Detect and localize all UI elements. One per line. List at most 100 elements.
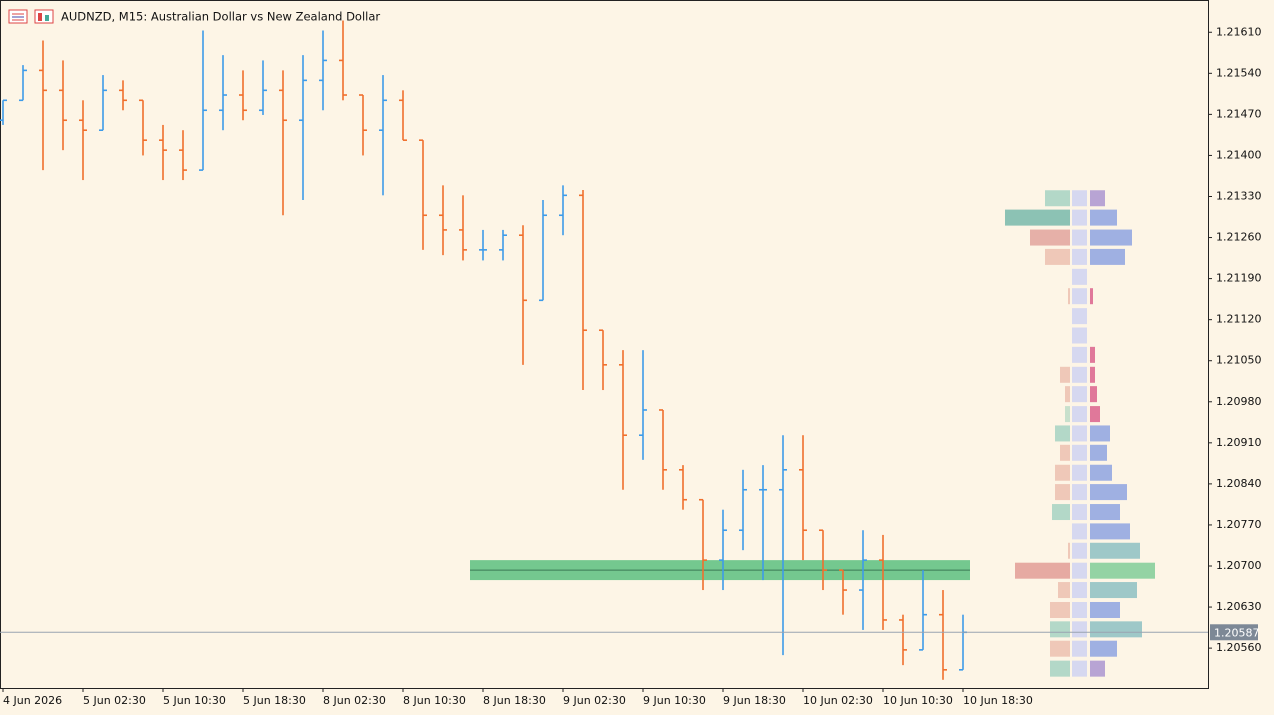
profile-sell <box>1055 464 1070 481</box>
profile-buy <box>1090 444 1107 461</box>
profile-level <box>1072 464 1087 481</box>
profile-level <box>1072 484 1087 501</box>
profile-sell <box>1065 406 1070 423</box>
profile-buy <box>1090 601 1120 618</box>
profile-buy <box>1090 406 1100 423</box>
y-tick-label: 1.21120 <box>1216 313 1262 326</box>
profile-buy <box>1090 425 1110 442</box>
y-tick-label: 1.20630 <box>1216 600 1262 613</box>
profile-buy <box>1090 346 1095 363</box>
y-tick-label: 1.20700 <box>1216 559 1262 572</box>
last-price-label: 1.20587 <box>1214 626 1260 639</box>
profile-level <box>1072 660 1087 677</box>
profile-sell <box>1068 288 1070 305</box>
profile-buy <box>1090 190 1105 207</box>
x-tick-label: 10 Jun 10:30 <box>883 694 953 707</box>
y-tick-label: 1.21050 <box>1216 354 1262 367</box>
profile-buy <box>1090 621 1142 638</box>
x-tick-label: 5 Jun 02:30 <box>83 694 146 707</box>
x-tick-label: 4 Jun 2026 <box>3 694 62 707</box>
profile-level <box>1072 366 1087 383</box>
profile-buy <box>1090 660 1105 677</box>
x-tick-label: 5 Jun 10:30 <box>163 694 226 707</box>
x-tick-label: 8 Jun 18:30 <box>483 694 546 707</box>
profile-buy <box>1090 229 1132 246</box>
profile-sell <box>1050 601 1070 618</box>
plot-frame <box>0 0 1209 689</box>
profile-buy <box>1090 542 1140 559</box>
profile-buy <box>1090 464 1112 481</box>
profile-level <box>1072 248 1087 265</box>
y-tick-label: 1.20840 <box>1216 477 1262 490</box>
profile-buy <box>1090 582 1137 599</box>
profile-sell <box>1058 582 1070 599</box>
profile-sell <box>1005 209 1070 226</box>
profile-sell <box>1055 425 1070 442</box>
y-tick-label: 1.21540 <box>1216 66 1262 79</box>
y-tick-label: 1.21610 <box>1216 25 1262 38</box>
y-tick-label: 1.21190 <box>1216 272 1262 285</box>
profile-sell <box>1050 660 1070 677</box>
profile-level <box>1072 425 1087 442</box>
x-tick-label: 9 Jun 02:30 <box>563 694 626 707</box>
profile-sell <box>1045 190 1070 207</box>
x-tick-label: 9 Jun 18:30 <box>723 694 786 707</box>
profile-level <box>1072 444 1087 461</box>
y-tick-label: 1.21330 <box>1216 189 1262 202</box>
profile-level <box>1072 582 1087 599</box>
profile-buy <box>1090 484 1127 501</box>
profile-level <box>1072 209 1087 226</box>
profile-buy <box>1090 562 1155 579</box>
y-tick-label: 1.21260 <box>1216 231 1262 244</box>
y-tick-label: 1.21400 <box>1216 148 1262 161</box>
profile-sell <box>1030 229 1070 246</box>
profile-buy <box>1090 288 1093 305</box>
profile-sell <box>1065 386 1070 403</box>
x-tick-label: 9 Jun 10:30 <box>643 694 706 707</box>
profile-level <box>1072 562 1087 579</box>
window-icons <box>8 9 54 24</box>
profile-sell <box>1045 248 1070 265</box>
profile-level <box>1072 229 1087 246</box>
profile-level <box>1072 386 1087 403</box>
x-tick-label: 10 Jun 18:30 <box>963 694 1033 707</box>
chart-title: AUDNZD, M15: Australian Dollar vs New Ze… <box>61 10 380 24</box>
y-tick-label: 1.20770 <box>1216 518 1262 531</box>
profile-level <box>1072 346 1087 363</box>
profile-sell <box>1060 444 1070 461</box>
profile-buy <box>1090 386 1097 403</box>
profile-level <box>1072 406 1087 423</box>
profile-buy <box>1090 366 1095 383</box>
profile-level <box>1072 288 1087 305</box>
profile-sell <box>1068 542 1070 559</box>
profile-level <box>1072 327 1087 344</box>
profile-sell <box>1015 562 1070 579</box>
x-tick-label: 8 Jun 02:30 <box>323 694 386 707</box>
profile-level <box>1072 268 1087 285</box>
profile-level <box>1072 308 1087 325</box>
profile-sell <box>1052 504 1070 521</box>
y-tick-label: 1.20910 <box>1216 436 1262 449</box>
profile-level <box>1072 621 1087 638</box>
profile-sell <box>1050 640 1070 657</box>
profile-buy <box>1090 640 1117 657</box>
profile-buy <box>1090 504 1120 521</box>
y-tick-label: 1.20560 <box>1216 641 1262 654</box>
x-tick-label: 10 Jun 02:30 <box>803 694 873 707</box>
profile-level <box>1072 640 1087 657</box>
profile-buy <box>1090 523 1130 540</box>
profile-level <box>1072 542 1087 559</box>
profile-buy <box>1090 209 1117 226</box>
profile-level <box>1072 523 1087 540</box>
profile-level <box>1072 601 1087 618</box>
profile-level <box>1072 190 1087 207</box>
x-tick-label: 5 Jun 18:30 <box>243 694 306 707</box>
profile-sell <box>1050 621 1070 638</box>
icon <box>34 9 54 24</box>
x-tick-label: 8 Jun 10:30 <box>403 694 466 707</box>
y-tick-label: 1.20980 <box>1216 395 1262 408</box>
y-tick-label: 1.21470 <box>1216 107 1262 120</box>
icon <box>38 13 42 21</box>
